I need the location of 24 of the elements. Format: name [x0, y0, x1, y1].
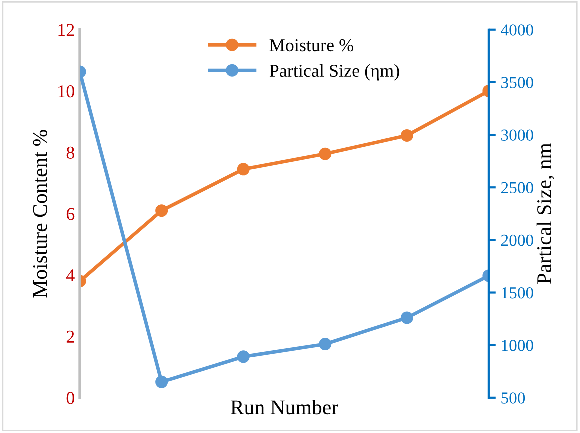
y-tick-label: 4 [66, 270, 75, 282]
y-tick-label: 6 [66, 208, 75, 220]
y2-tick-label: 2000 [501, 234, 534, 246]
y2-tick-label: 2500 [501, 182, 534, 194]
y-axis-title: Moisture Content % [33, 130, 48, 298]
y-tick-label: 0 [66, 392, 74, 404]
y2-tick-label: 4000 [501, 24, 534, 36]
y2-tick-label: 500 [502, 392, 526, 404]
legend-label: Moisture % [270, 39, 354, 52]
point [319, 148, 332, 160]
y2-tick-label: 3000 [502, 130, 534, 141]
y-tick-label: 12 [58, 24, 74, 36]
x-axis-title: Run Number [230, 400, 338, 415]
y-tick-label: 8 [66, 146, 74, 159]
y2-axis-title: Partical Size, nm [536, 143, 555, 284]
point [237, 350, 250, 364]
point [319, 338, 332, 351]
y-tick-label: 2 [66, 330, 74, 343]
point [237, 163, 250, 176]
y2-tick-label: 1500 [502, 287, 534, 299]
y2-tick-label: 1000 [502, 340, 534, 352]
y2-tick-label: 3500 [502, 77, 534, 88]
legend-label: Partical Size (ηm) [270, 64, 400, 81]
y-tick-label: 10 [58, 85, 74, 98]
